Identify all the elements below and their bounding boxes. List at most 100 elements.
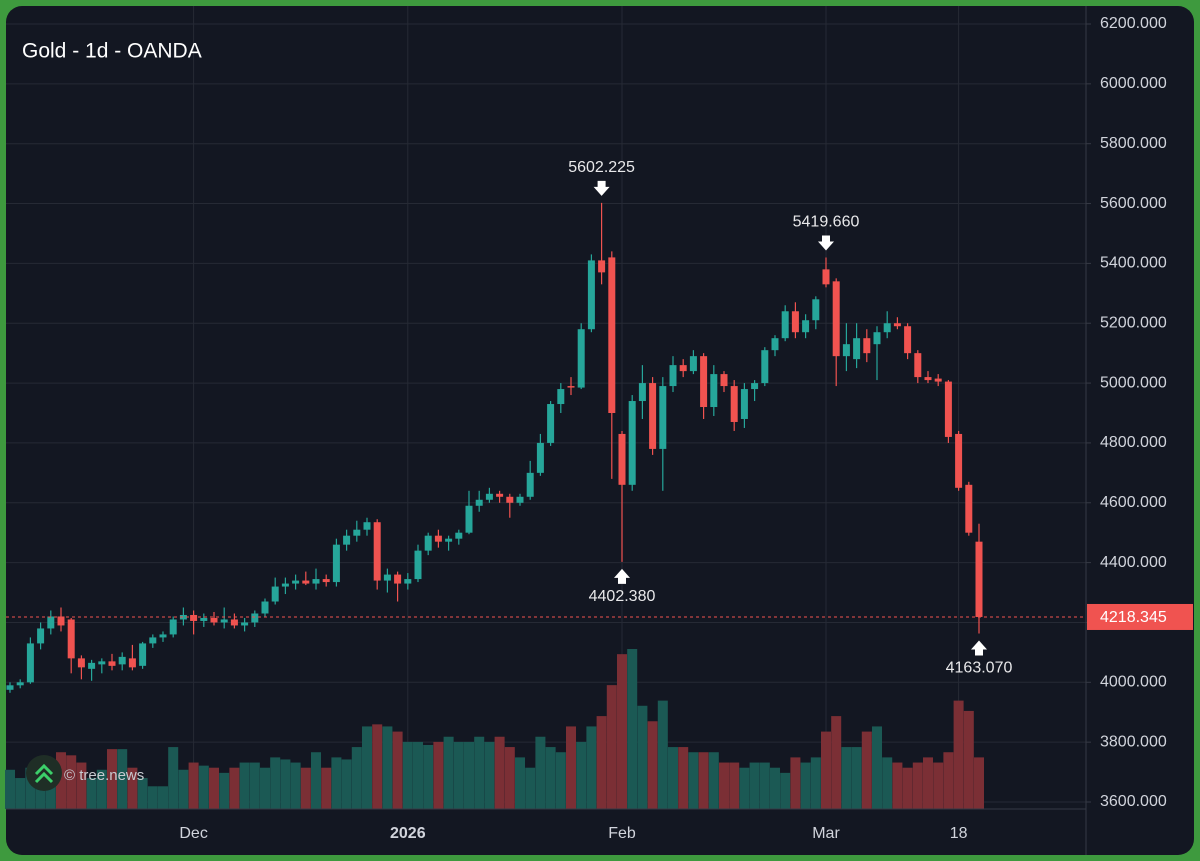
candle-body: [944, 381, 952, 437]
chart-title: Gold - 1d - OANDA: [22, 40, 202, 63]
high-marker-arrow: [818, 235, 834, 251]
candle-body: [271, 586, 279, 602]
candle-body: [883, 323, 891, 333]
candle-body: [577, 329, 585, 388]
volume-bar: [341, 759, 352, 809]
volume-bar: [739, 767, 750, 809]
candle-body: [332, 544, 340, 583]
candle-body: [16, 682, 24, 686]
volume-bar: [780, 772, 791, 809]
candle-body: [128, 658, 136, 668]
volume-bar: [158, 786, 168, 809]
candle-body: [251, 613, 259, 623]
volume-bar: [392, 731, 403, 809]
candle-body: [220, 619, 228, 623]
candle-body: [281, 583, 289, 587]
candle-body: [261, 601, 269, 614]
volume-layer: [5, 649, 984, 809]
volume-bar: [474, 736, 485, 809]
candle-body: [353, 529, 361, 536]
candle-body: [608, 257, 616, 413]
candle-body: [465, 505, 473, 533]
candle-body: [955, 433, 963, 488]
volume-bar: [127, 767, 138, 809]
candle-body: [934, 378, 942, 382]
candle-layer: 5602.225 5419.660 4402.380 4163.070: [6, 159, 1012, 693]
volume-bar: [882, 757, 893, 809]
volume-bar: [464, 741, 474, 809]
candle-body: [873, 332, 881, 345]
volume-bar: [494, 736, 505, 809]
candle-body: [434, 535, 442, 542]
candle-body: [424, 535, 432, 551]
candle-body: [190, 614, 198, 621]
volume-bar: [810, 757, 821, 809]
volume-bar: [96, 769, 107, 809]
volume-bar: [331, 757, 342, 809]
volume-bar: [76, 762, 87, 809]
volume-bar: [290, 762, 301, 809]
volume-bar: [729, 762, 740, 809]
candle-body: [98, 661, 106, 665]
y-tick-label: 3800.000: [1100, 733, 1167, 750]
volume-bar: [423, 745, 434, 809]
volume-bar: [198, 765, 209, 809]
chart-background: [6, 6, 1194, 855]
volume-bar: [668, 747, 678, 809]
candle-body: [363, 522, 371, 530]
volume-bar: [576, 741, 587, 809]
volume-bar: [698, 752, 709, 809]
volume-bar: [800, 762, 811, 809]
candle-body: [914, 353, 922, 378]
candle-body: [485, 493, 493, 500]
candle-body: [516, 496, 524, 503]
volume-bar: [688, 752, 699, 809]
y-tick-label: 4400.000: [1100, 554, 1167, 571]
volume-bar: [239, 762, 250, 809]
volume-bar: [372, 724, 383, 809]
volume-bar: [831, 716, 842, 809]
high-marker-label: 5419.660: [793, 214, 860, 231]
volume-bar: [168, 747, 179, 809]
volume-bar: [566, 726, 576, 809]
candle-body: [526, 472, 534, 497]
candle-body: [587, 260, 595, 330]
candle-body: [710, 374, 718, 408]
volume-bar: [912, 762, 923, 809]
volume-bar: [249, 762, 260, 809]
candle-body: [965, 484, 973, 533]
y-tick-label: 4600.000: [1100, 494, 1167, 511]
candle-body: [893, 323, 901, 327]
x-tick-label: Feb: [608, 825, 636, 842]
volume-bar: [657, 700, 668, 809]
volume-bar: [719, 762, 729, 809]
low-marker-arrow: [614, 568, 630, 584]
x-tick-label: Dec: [179, 825, 207, 842]
volume-bar: [861, 731, 872, 809]
axes: 3600.0003800.0004000.0004200.0004400.000…: [6, 15, 1193, 842]
candle-body: [536, 442, 544, 473]
candle-body: [557, 389, 565, 405]
candle-body: [88, 662, 96, 669]
candle-body: [414, 550, 422, 580]
candle-body: [210, 617, 218, 623]
volume-bar: [841, 747, 852, 809]
y-tick-label: 3600.000: [1100, 793, 1167, 810]
volume-bar: [586, 726, 597, 809]
volume-bar: [5, 769, 15, 809]
volume-bar: [178, 769, 189, 809]
volume-bar: [45, 772, 56, 809]
candle-body: [37, 628, 45, 644]
volume-bar: [86, 778, 97, 809]
volume-bar: [382, 726, 393, 809]
volume-bar: [821, 731, 831, 809]
volume-bar: [759, 762, 770, 809]
y-tick-label: 5400.000: [1100, 255, 1167, 272]
candle-body: [394, 574, 402, 584]
candle-body: [812, 299, 820, 321]
candle-body: [200, 617, 208, 621]
x-tick-label: Mar: [812, 825, 840, 842]
candle-body: [445, 538, 453, 542]
last-price-box: [1087, 603, 1193, 630]
